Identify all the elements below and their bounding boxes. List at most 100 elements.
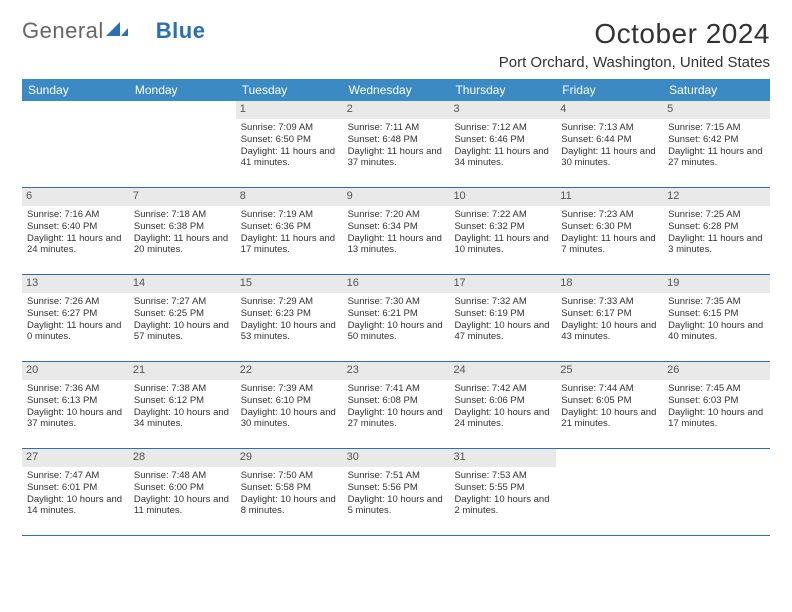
day-info-line: Sunrise: 7:53 AM	[454, 470, 551, 482]
day-info-line: Daylight: 11 hours and 24 minutes.	[27, 233, 124, 257]
day-info-line: Daylight: 11 hours and 10 minutes.	[454, 233, 551, 257]
day-info-line: Daylight: 10 hours and 2 minutes.	[454, 494, 551, 518]
day-cell: 7Sunrise: 7:18 AMSunset: 6:38 PMDaylight…	[129, 188, 236, 274]
week-row: 1Sunrise: 7:09 AMSunset: 6:50 PMDaylight…	[22, 101, 770, 188]
header: General Blue October 2024 Port Orchard, …	[22, 18, 770, 71]
day-number: 30	[343, 449, 450, 467]
week-row: 27Sunrise: 7:47 AMSunset: 6:01 PMDayligh…	[22, 449, 770, 536]
day-number: 22	[236, 362, 343, 380]
day-cell: 31Sunrise: 7:53 AMSunset: 5:55 PMDayligh…	[449, 449, 556, 535]
day-info-line: Daylight: 10 hours and 14 minutes.	[27, 494, 124, 518]
day-info-line: Sunset: 6:00 PM	[134, 482, 231, 494]
day-number: 16	[343, 275, 450, 293]
day-info-line: Sunrise: 7:48 AM	[134, 470, 231, 482]
day-info-line: Sunrise: 7:27 AM	[134, 296, 231, 308]
day-info-line: Daylight: 10 hours and 50 minutes.	[348, 320, 445, 344]
weeks-container: 1Sunrise: 7:09 AMSunset: 6:50 PMDaylight…	[22, 101, 770, 536]
day-number: 12	[663, 188, 770, 206]
day-info-line: Sunrise: 7:39 AM	[241, 383, 338, 395]
day-info-line: Sunrise: 7:38 AM	[134, 383, 231, 395]
day-info-line: Sunset: 6:21 PM	[348, 308, 445, 320]
day-info-line: Daylight: 11 hours and 34 minutes.	[454, 146, 551, 170]
day-cell: 17 Sunrise: 7:32 AMSunset: 6:19 PMDayligh…	[449, 275, 556, 361]
day-info-line: Daylight: 11 hours and 3 minutes.	[668, 233, 765, 257]
day-cell	[22, 101, 129, 187]
day-info-line: Sunset: 6:13 PM	[27, 395, 124, 407]
day-cell: 28Sunrise: 7:48 AMSunset: 6:00 PMDayligh…	[129, 449, 236, 535]
day-info-line: Sunset: 6:48 PM	[348, 134, 445, 146]
day-number: 11	[556, 188, 663, 206]
day-info-line: Sunset: 6:08 PM	[348, 395, 445, 407]
day-cell: 5Sunrise: 7:15 AMSunset: 6:42 PMDaylight…	[663, 101, 770, 187]
day-info-line: Daylight: 10 hours and 34 minutes.	[134, 407, 231, 431]
day-info-line: Sunrise: 7:11 AM	[348, 122, 445, 134]
day-info-line: Daylight: 10 hours and 21 minutes.	[561, 407, 658, 431]
day-info-line: Sunset: 6:19 PM	[454, 308, 551, 320]
day-info-line: Daylight: 10 hours and 30 minutes.	[241, 407, 338, 431]
day-info-line: Sunrise: 7:51 AM	[348, 470, 445, 482]
brand-logo: General Blue	[22, 18, 205, 44]
calendar: Sunday Monday Tuesday Wednesday Thursday…	[22, 79, 770, 536]
day-info-line: Daylight: 11 hours and 20 minutes.	[134, 233, 231, 257]
day-cell: 8Sunrise: 7:19 AMSunset: 6:36 PMDaylight…	[236, 188, 343, 274]
day-info-line: Sunset: 6:38 PM	[134, 221, 231, 233]
day-info-line: Sunset: 6:42 PM	[668, 134, 765, 146]
day-info-line: Sunrise: 7:32 AM	[454, 296, 551, 308]
day-cell: 30Sunrise: 7:51 AMSunset: 5:56 PMDayligh…	[343, 449, 450, 535]
day-cell	[129, 101, 236, 187]
month-title: October 2024	[499, 18, 770, 50]
day-cell: 26Sunrise: 7:45 AMSunset: 6:03 PMDayligh…	[663, 362, 770, 448]
dow-thursday: Thursday	[449, 79, 556, 101]
day-info-line: Daylight: 10 hours and 47 minutes.	[454, 320, 551, 344]
dow-friday: Friday	[556, 79, 663, 101]
day-cell: 25Sunrise: 7:44 AMSunset: 6:05 PMDayligh…	[556, 362, 663, 448]
day-number: 7	[129, 188, 236, 206]
brand-part2: Blue	[156, 18, 206, 44]
day-info-line: Sunrise: 7:30 AM	[348, 296, 445, 308]
day-info-line: Sunset: 6:03 PM	[668, 395, 765, 407]
title-block: October 2024 Port Orchard, Washington, U…	[499, 18, 770, 71]
day-number: 25	[556, 362, 663, 380]
day-info-line: Sunrise: 7:15 AM	[668, 122, 765, 134]
day-info-line: Sunset: 5:58 PM	[241, 482, 338, 494]
day-cell: 9Sunrise: 7:20 AMSunset: 6:34 PMDaylight…	[343, 188, 450, 274]
day-cell: 14Sunrise: 7:27 AMSunset: 6:25 PMDayligh…	[129, 275, 236, 361]
day-number: 26	[663, 362, 770, 380]
day-info-line: Sunset: 5:56 PM	[348, 482, 445, 494]
day-cell: 13Sunrise: 7:26 AMSunset: 6:27 PMDayligh…	[22, 275, 129, 361]
week-row: 20Sunrise: 7:36 AMSunset: 6:13 PMDayligh…	[22, 362, 770, 449]
day-info-line: Sunset: 6:40 PM	[27, 221, 124, 233]
day-info-line: Daylight: 11 hours and 27 minutes.	[668, 146, 765, 170]
day-number: 17	[449, 275, 556, 293]
day-cell: 15Sunrise: 7:29 AMSunset: 6:23 PMDayligh…	[236, 275, 343, 361]
location-label: Port Orchard, Washington, United States	[499, 54, 770, 71]
day-cell: 3Sunrise: 7:12 AMSunset: 6:46 PMDaylight…	[449, 101, 556, 187]
day-info-line: Sunrise: 7:16 AM	[27, 209, 124, 221]
day-info-line: Sunset: 6:10 PM	[241, 395, 338, 407]
week-row: 6Sunrise: 7:16 AMSunset: 6:40 PMDaylight…	[22, 188, 770, 275]
day-number: 6	[22, 188, 129, 206]
brand-part1: General	[22, 18, 104, 44]
day-info-line: Sunrise: 7:45 AM	[668, 383, 765, 395]
day-info-line: Daylight: 10 hours and 43 minutes.	[561, 320, 658, 344]
day-cell: 27Sunrise: 7:47 AMSunset: 6:01 PMDayligh…	[22, 449, 129, 535]
day-info-line: Daylight: 10 hours and 8 minutes.	[241, 494, 338, 518]
day-cell: 2Sunrise: 7:11 AMSunset: 6:48 PMDaylight…	[343, 101, 450, 187]
day-info-line: Sunrise: 7:23 AM	[561, 209, 658, 221]
day-info-line: Sunset: 6:50 PM	[241, 134, 338, 146]
day-info-line: Sunrise: 7:44 AM	[561, 383, 658, 395]
day-number: 31	[449, 449, 556, 467]
day-number: 19	[663, 275, 770, 293]
day-cell: 21Sunrise: 7:38 AMSunset: 6:12 PMDayligh…	[129, 362, 236, 448]
day-info-line: Sunrise: 7:35 AM	[668, 296, 765, 308]
day-info-line: Sunrise: 7:13 AM	[561, 122, 658, 134]
day-info-line: Daylight: 11 hours and 0 minutes.	[27, 320, 124, 344]
day-cell: 6 Sunrise: 7:16 AMSunset: 6:40 PMDaylight…	[22, 188, 129, 274]
day-info-line: Sunrise: 7:22 AM	[454, 209, 551, 221]
day-info-line: Sunrise: 7:25 AM	[668, 209, 765, 221]
day-number: 3	[449, 101, 556, 119]
day-info-line: Sunset: 6:25 PM	[134, 308, 231, 320]
day-number: 4	[556, 101, 663, 119]
day-info-line: Sunrise: 7:19 AM	[241, 209, 338, 221]
day-info-line: Sunset: 6:01 PM	[27, 482, 124, 494]
